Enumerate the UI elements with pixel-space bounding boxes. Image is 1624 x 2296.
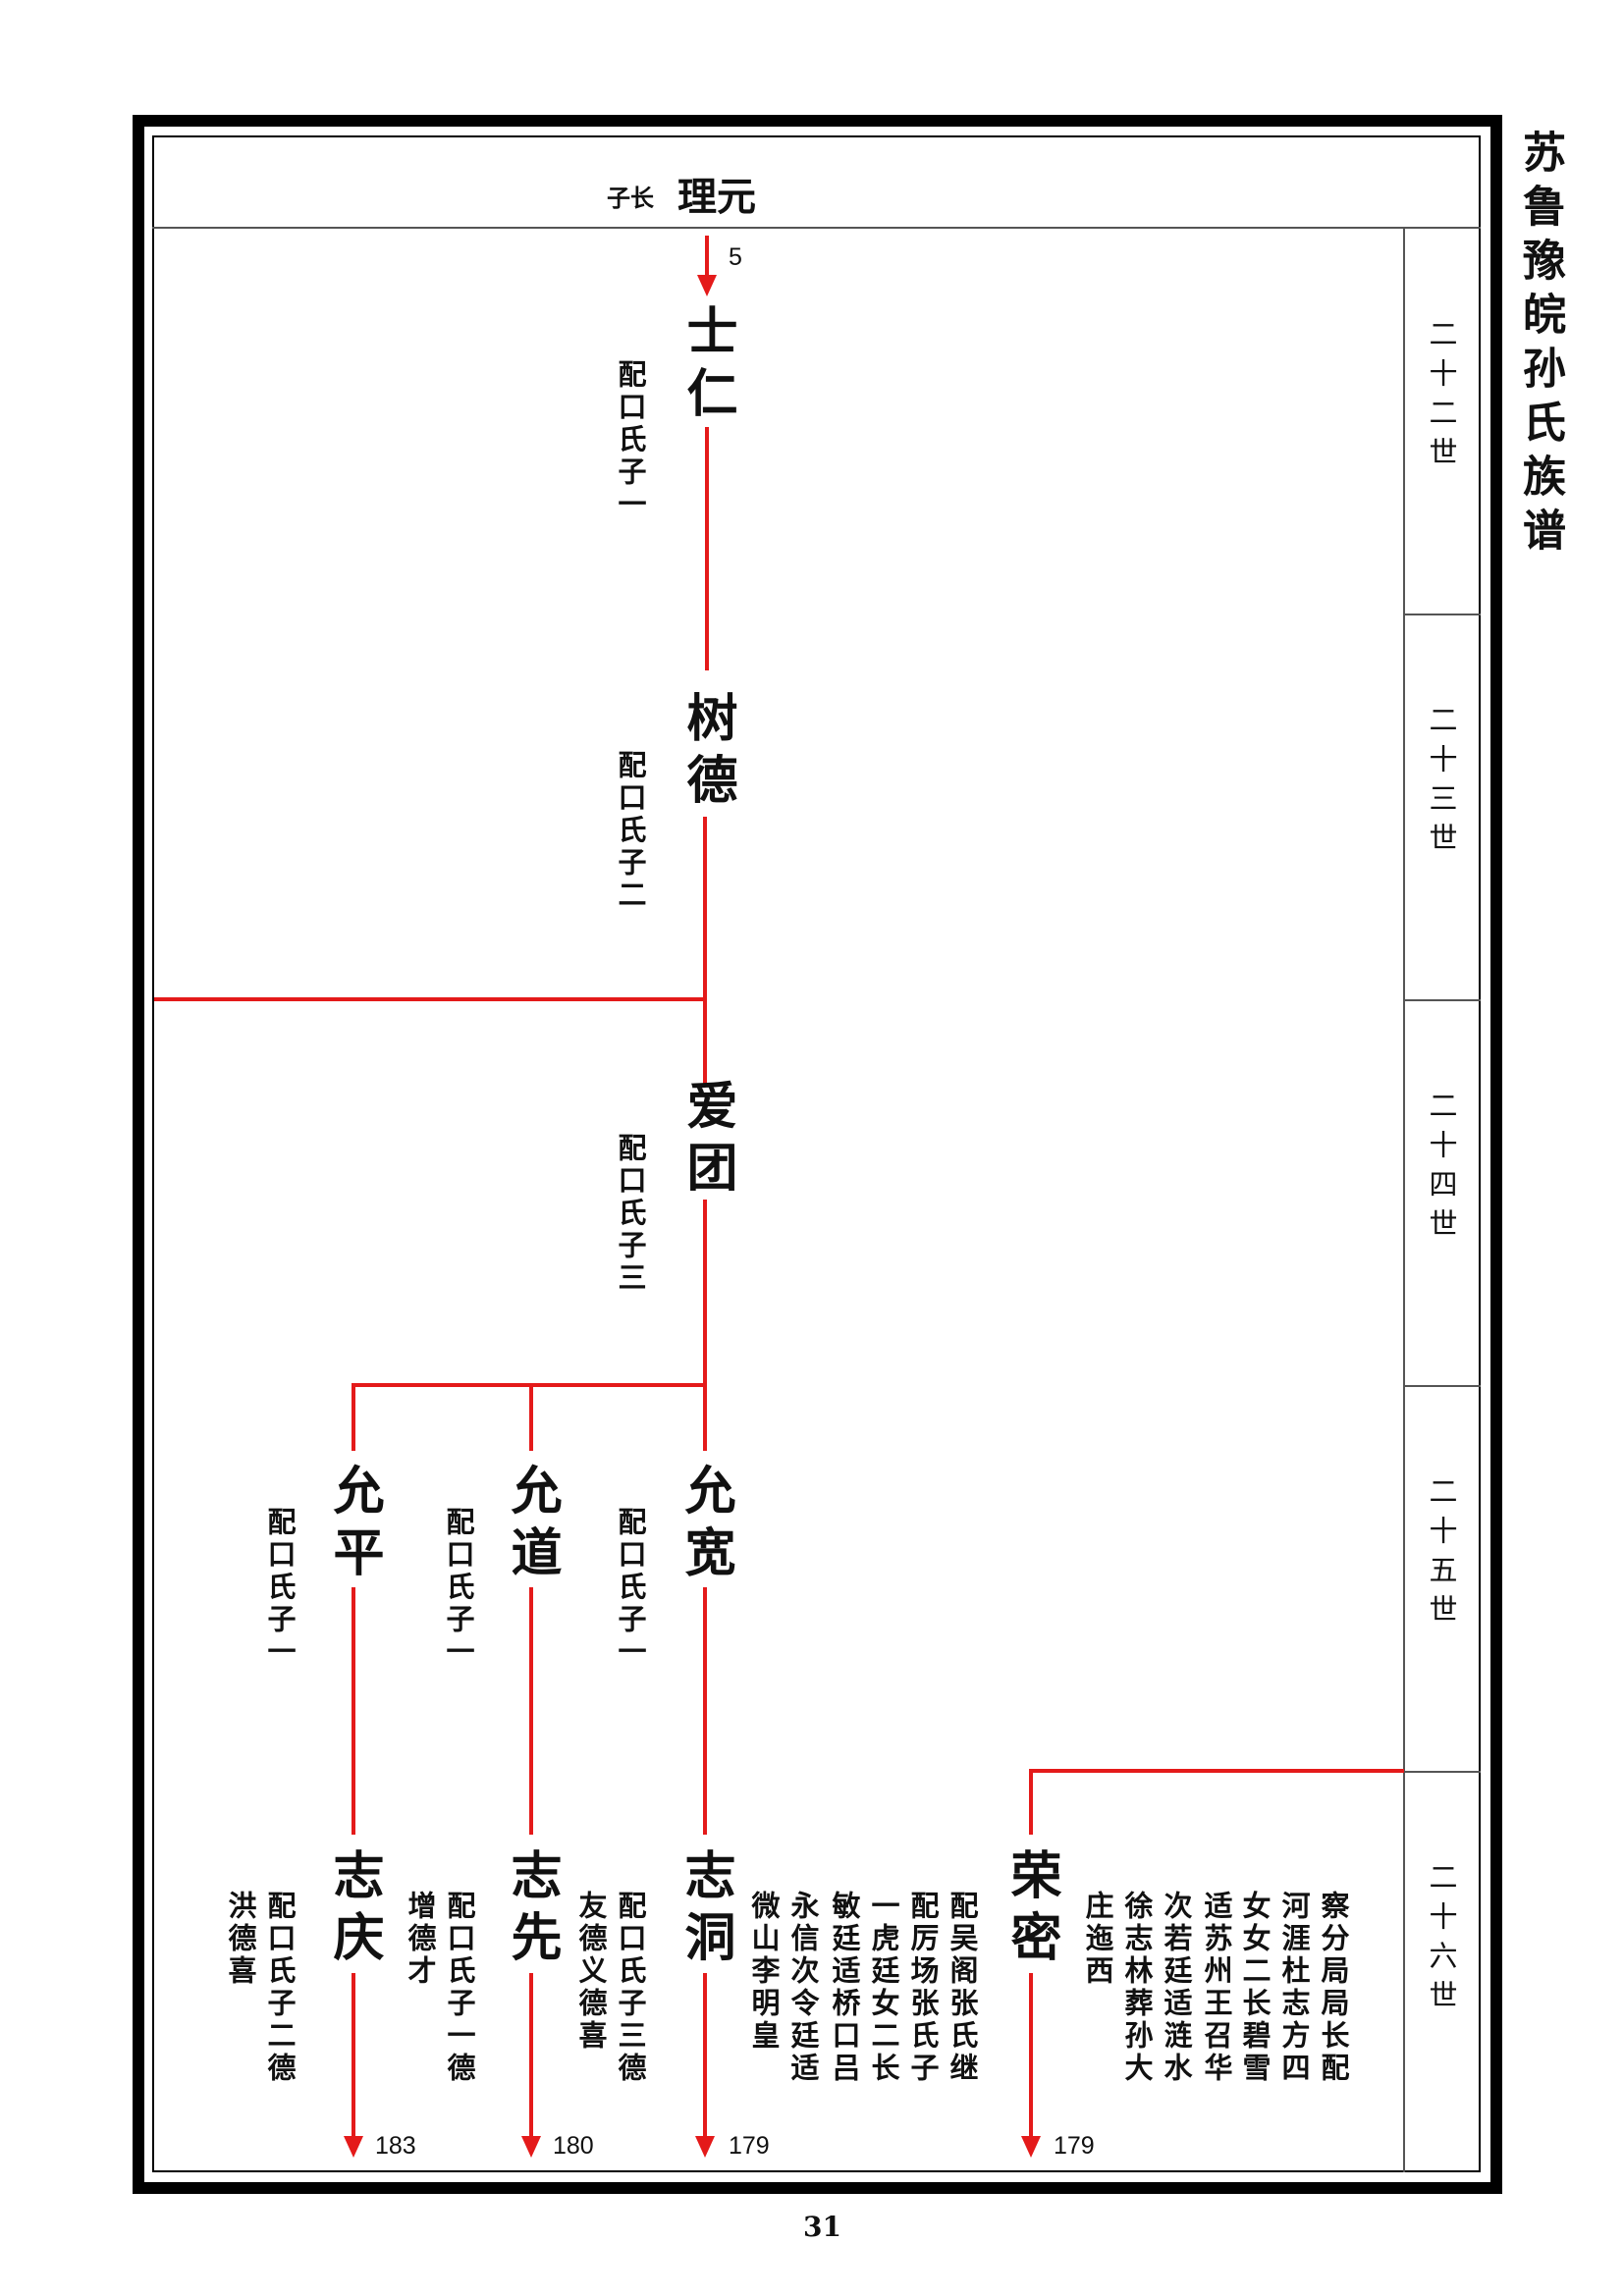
person-note: 配口氏子一 — [614, 359, 647, 521]
gen-row-divider — [1404, 1771, 1481, 1773]
connector-line — [529, 1383, 533, 1451]
header-relation: 子长 — [607, 184, 654, 212]
person-note: 一虎廷女二长 — [867, 1891, 900, 2085]
arrow-down-icon — [521, 2136, 541, 2158]
person-note: 配口氏子一 — [442, 1507, 475, 1669]
connector-line — [703, 817, 707, 1084]
person-name: 志洞 — [676, 1848, 735, 1972]
generation-label: 二十五世 — [1425, 1476, 1458, 1633]
person-note: 增德才 — [404, 1891, 437, 1988]
connector-line — [1029, 1769, 1404, 1773]
arrow-down-icon — [697, 275, 717, 296]
connector-line — [1029, 1769, 1033, 1835]
gen-row-divider — [1404, 614, 1481, 615]
person-name: 爱团 — [677, 1079, 737, 1202]
person-name: 志先 — [502, 1848, 562, 1972]
person-note: 庄迤西 — [1081, 1891, 1114, 1988]
person-note: 适苏州王召华 — [1200, 1891, 1233, 2085]
person-note: 女女二长碧雪 — [1238, 1891, 1272, 2085]
person-note: 配口氏子一德 — [443, 1891, 476, 2085]
person-note: 敏廷适桥口吕 — [828, 1891, 861, 2085]
gen-row-divider — [1404, 1385, 1481, 1387]
connector-line — [703, 1973, 707, 2140]
person-name: 荣密 — [1001, 1848, 1061, 1972]
person-name: 志庆 — [324, 1848, 384, 1972]
page-reference: 179 — [729, 2132, 770, 2160]
header-ancestor: 理元 — [677, 174, 756, 220]
person-note: 配口氏子三德 — [614, 1891, 647, 2085]
page-reference: 183 — [375, 2132, 416, 2160]
connector-line — [705, 427, 709, 670]
arrow-down-icon — [344, 2136, 363, 2158]
connector-line — [703, 1587, 707, 1835]
person-name: 树德 — [677, 691, 737, 815]
book-title: 苏鲁豫皖孙氏族谱 — [1515, 130, 1565, 561]
person-note: 配口氏子三 — [614, 1133, 647, 1295]
connector-line — [154, 997, 707, 1001]
generation-label: 二十六世 — [1425, 1862, 1458, 2019]
page-number: 31 — [803, 2211, 841, 2243]
person-note: 永信次令廷适 — [786, 1891, 820, 2085]
inner-border — [152, 135, 1481, 2172]
person-note: 配口氏子一 — [614, 1507, 647, 1669]
person-name: 允平 — [324, 1464, 384, 1587]
connector-line — [352, 1973, 355, 2140]
connector-line — [529, 1587, 533, 1835]
generation-column-divider — [1403, 228, 1405, 2172]
person-note: 洪德喜 — [224, 1891, 257, 1988]
person-note: 配口氏子二 — [614, 750, 647, 912]
person-name: 士仁 — [677, 304, 737, 428]
person-note: 配吴阁张氏继 — [946, 1891, 979, 2085]
connector-line — [352, 1383, 355, 1451]
connector-line — [1029, 1973, 1033, 2140]
person-name: 允道 — [502, 1464, 562, 1587]
page-reference: 179 — [1054, 2132, 1095, 2160]
gen-row-divider — [1404, 999, 1481, 1001]
person-note: 次若廷适涟水 — [1160, 1891, 1193, 2085]
connector-line — [529, 1973, 533, 2140]
page-reference: 180 — [553, 2132, 594, 2160]
connector-line — [703, 1200, 707, 1451]
person-name: 允宽 — [676, 1464, 735, 1587]
person-note: 徐志林葬孙大 — [1120, 1891, 1154, 2085]
person-note: 配厉场张氏子 — [906, 1891, 940, 2085]
header-divider — [152, 227, 1481, 229]
arrow-down-icon — [1021, 2136, 1041, 2158]
person-note: 察分局局长配 — [1317, 1891, 1350, 2085]
top-reference: 5 — [729, 243, 742, 271]
generation-label: 二十二世 — [1425, 319, 1458, 476]
generation-label: 二十三世 — [1425, 705, 1458, 862]
person-note: 配口氏子二德 — [263, 1891, 297, 2085]
person-note: 河涯杜志方四 — [1277, 1891, 1311, 2085]
arrow-down-icon — [695, 2136, 715, 2158]
person-note: 友德义德喜 — [574, 1891, 608, 2053]
generation-label: 二十四世 — [1425, 1091, 1458, 1248]
connector-line — [705, 236, 709, 277]
person-note: 微山李明皇 — [747, 1891, 781, 2053]
connector-line — [352, 1587, 355, 1835]
outer-border — [133, 115, 1502, 2194]
person-note: 配口氏子一 — [263, 1507, 297, 1669]
